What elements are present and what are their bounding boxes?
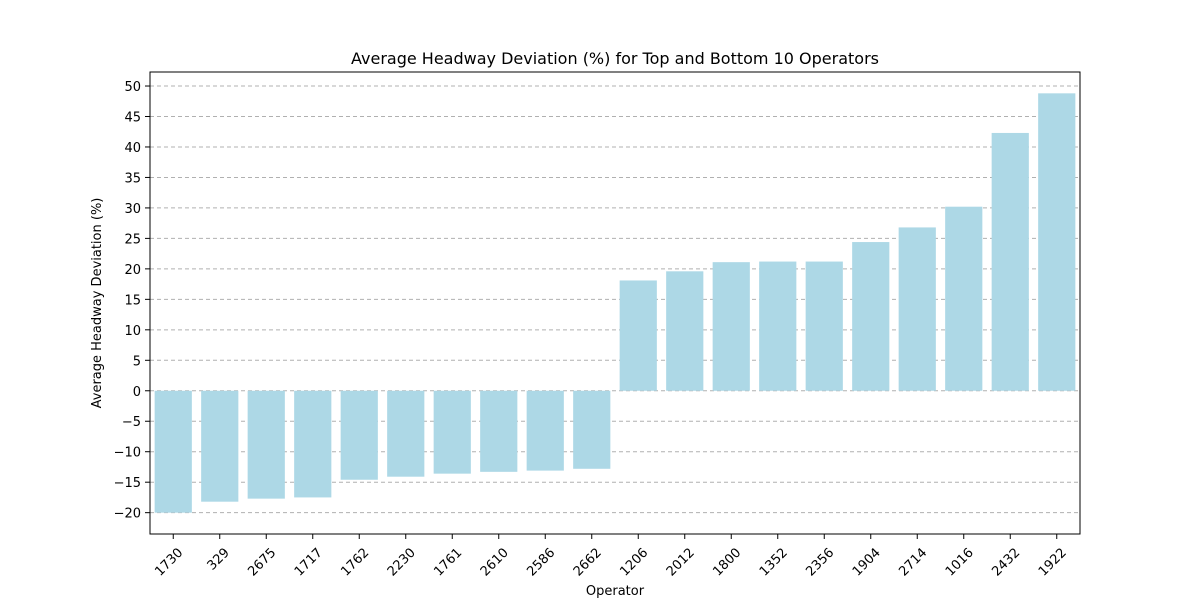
x-tick-label: 2432 <box>989 545 1023 579</box>
bar-1800 <box>712 262 750 391</box>
bar-1762 <box>340 390 378 480</box>
x-tick-label: 2610 <box>478 545 512 579</box>
bar-2610 <box>480 390 518 472</box>
bar-2432 <box>991 132 1029 391</box>
bar-2012 <box>666 271 704 391</box>
y-tick-label: 50 <box>124 80 141 95</box>
x-tick-label: 1717 <box>292 545 326 579</box>
y-tick-label: −20 <box>114 507 141 522</box>
chart-title: Average Headway Deviation (%) for Top an… <box>351 49 879 68</box>
y-tick-label: 40 <box>124 141 141 156</box>
bar-329 <box>201 390 239 502</box>
x-tick-label: 1730 <box>152 545 186 579</box>
bar-2662 <box>573 390 611 469</box>
y-tick-label: −15 <box>114 476 141 491</box>
x-tick-label: 329 <box>205 545 233 573</box>
x-tick-label: 2230 <box>385 545 419 579</box>
y-axis-title: Average Headway Deviation (%) <box>90 198 105 409</box>
x-tick-label: 2012 <box>664 545 698 579</box>
y-tick-label: −5 <box>122 415 141 430</box>
y-tick-label: 0 <box>133 385 141 400</box>
bar-1761 <box>433 390 471 474</box>
x-tick-label: 2662 <box>571 545 605 579</box>
bar-1922 <box>1038 93 1076 391</box>
bar-1206 <box>619 280 657 391</box>
x-tick-label: 1206 <box>617 545 651 579</box>
x-axis: 1730 329 2675 1717 1762 2230 1761 2610 2586 2662 1… <box>152 534 1070 579</box>
bar-1904 <box>852 242 890 391</box>
bar-2230 <box>387 390 425 477</box>
x-axis-title: Operator <box>586 584 645 599</box>
x-tick-label: 2714 <box>896 545 930 579</box>
y-tick-label: 15 <box>124 293 141 308</box>
x-tick-label: 1352 <box>757 545 791 579</box>
x-tick-label: 1761 <box>431 545 465 579</box>
bar-1352 <box>759 261 797 391</box>
x-tick-label: 2356 <box>803 545 837 579</box>
y-tick-label: 10 <box>124 324 141 339</box>
plot-frame <box>149 71 1081 535</box>
bars <box>154 93 1076 513</box>
x-tick-label: 1904 <box>850 545 884 579</box>
bar-2586 <box>526 390 564 471</box>
x-tick-label: 1922 <box>1036 545 1070 579</box>
y-tick-label: 25 <box>124 232 141 247</box>
y-axis: −20 −15 −10 −5 0 5 10 15 20 25 30 35 40 45 50 <box>114 80 150 522</box>
grid-lines <box>150 85 1080 514</box>
y-tick-label: 30 <box>124 202 141 217</box>
y-tick-label: 20 <box>124 263 141 278</box>
x-tick-label: 1800 <box>710 545 744 579</box>
bar-2675 <box>247 390 285 499</box>
x-tick-label: 1762 <box>338 545 372 579</box>
bar-1016 <box>945 206 983 391</box>
y-tick-label: 35 <box>124 171 141 186</box>
bar-1717 <box>294 390 332 498</box>
y-tick-label: −10 <box>114 446 141 461</box>
x-tick-label: 1016 <box>943 545 977 579</box>
x-tick-label: 2675 <box>245 545 279 579</box>
bar-1730 <box>154 390 192 513</box>
y-tick-label: 5 <box>133 354 141 369</box>
y-tick-label: 45 <box>124 110 141 125</box>
bar-2714 <box>898 227 936 391</box>
x-tick-label: 2586 <box>524 545 558 579</box>
bar-2356 <box>805 261 843 391</box>
